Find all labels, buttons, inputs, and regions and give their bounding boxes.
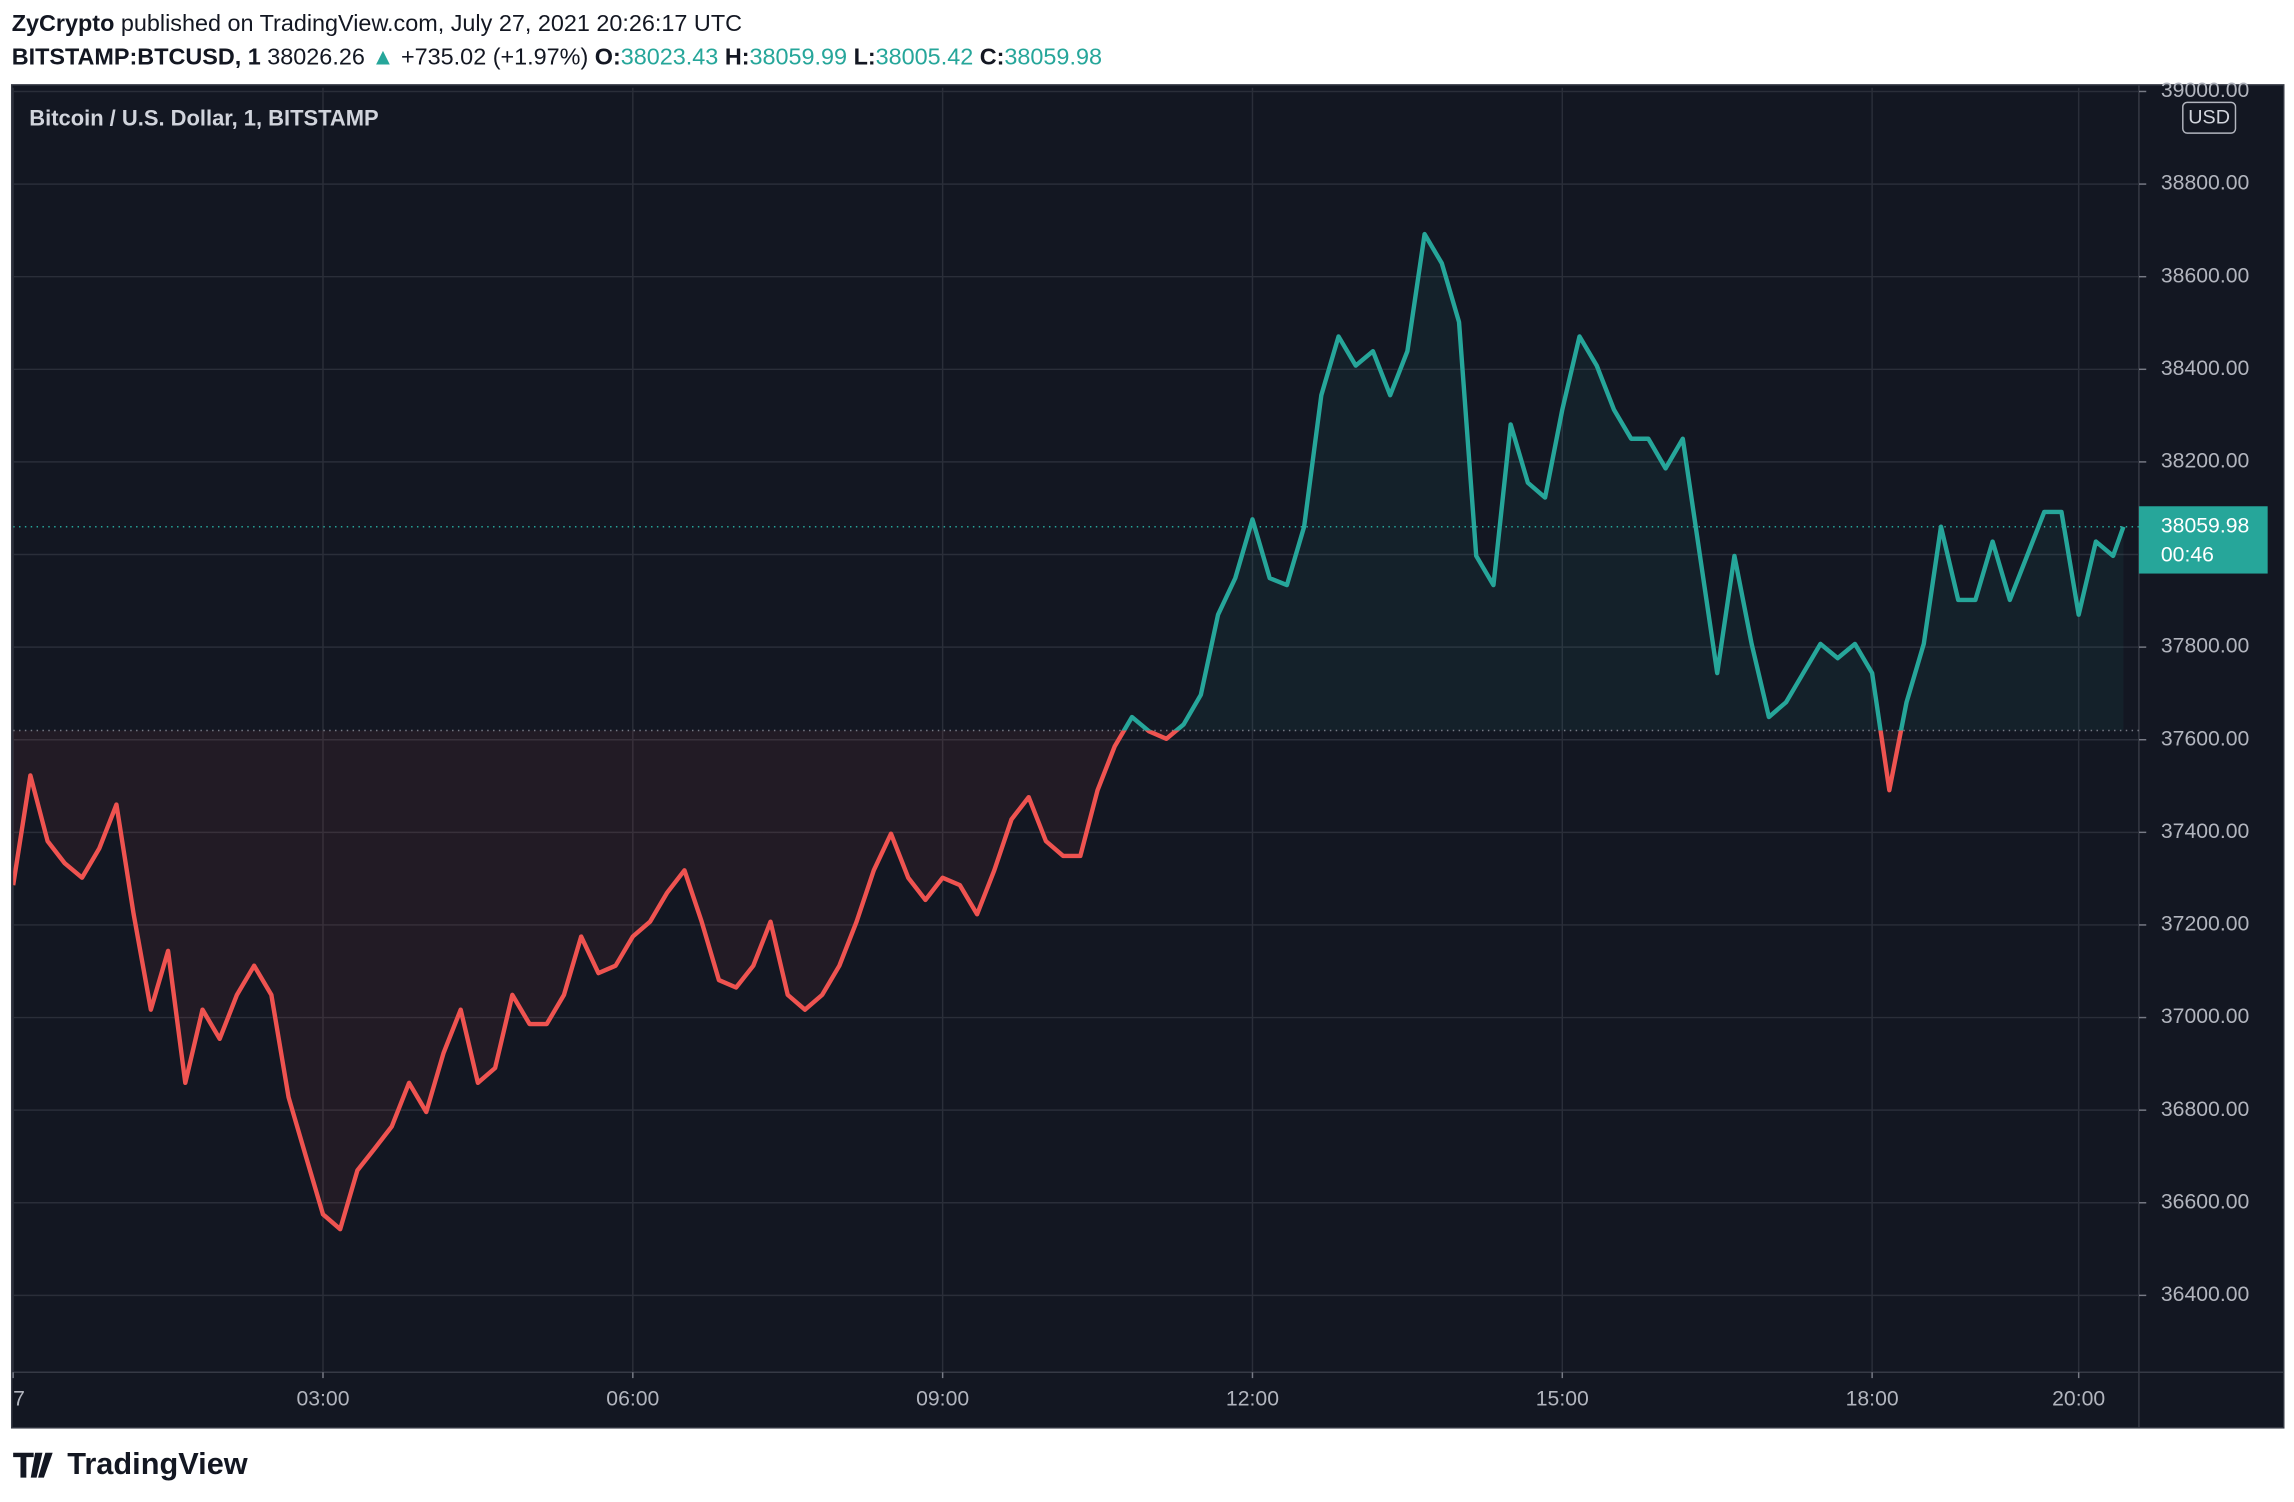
- header-line-2: BITSTAMP:BTCUSD, 1 38026.26 ▲ +735.02 (+…: [12, 44, 1102, 70]
- y-tick-label: 38600.00: [2161, 264, 2249, 287]
- y-tick-label: 36400.00: [2161, 1283, 2249, 1306]
- high: 38059.99: [750, 44, 848, 70]
- last-price-box: [2138, 506, 2268, 574]
- logo-icon: [13, 1452, 53, 1478]
- logo-text: TradingView: [67, 1446, 247, 1481]
- logo: TradingView: [13, 1446, 248, 1481]
- axes: 36400.00 36600.00 36800.00 37000.00 37200.00…: [1, 79, 2268, 1411]
- baseline-area: [13, 234, 2124, 1230]
- last-price-label: 38059.98: [2161, 514, 2249, 537]
- y-tick-label: 38800.00: [2161, 172, 2249, 195]
- currency: USD: [2188, 107, 2230, 129]
- x-tick-label: 20:00: [2052, 1388, 2105, 1411]
- y-tick-label: 38400.00: [2161, 357, 2249, 380]
- y-tick-label: 39000.00: [2161, 79, 2249, 102]
- close: 38059.98: [1004, 44, 1102, 70]
- x-tick-label: 15:00: [1536, 1388, 1589, 1411]
- symbol: BITSTAMP:BTCUSD, 1: [12, 44, 261, 70]
- y-tick-label: 37800.00: [2161, 635, 2249, 658]
- currency-box: [2182, 101, 2237, 134]
- x-tick-label: 06:00: [606, 1388, 659, 1411]
- open: 38023.43: [621, 44, 719, 70]
- y-tick-label: 37600.00: [2161, 727, 2249, 750]
- x-tick-label: 18:00: [1846, 1388, 1899, 1411]
- x-tick-label: 09:00: [916, 1388, 969, 1411]
- countdown: 00:46: [2161, 544, 2214, 567]
- header-line-1: ZyCrypto published on TradingView.com, J…: [12, 10, 742, 36]
- x-axis-labels: 27 03:00 06:00 09:00 12:00 15:00 18:00 20:00: [1, 1388, 2105, 1411]
- x-tick-label: 03:00: [296, 1388, 349, 1411]
- close-label: C:: [980, 44, 1005, 70]
- chart-title: Bitcoin / U.S. Dollar, 1, BITSTAMP: [29, 106, 378, 131]
- x-tick-label: 27: [1, 1388, 25, 1411]
- change: +735.02 (+1.97%): [401, 44, 588, 70]
- price-line: [13, 231, 2126, 1232]
- y-tick-label: 37400.00: [2161, 820, 2249, 843]
- high-label: H:: [725, 44, 750, 70]
- y-tick-label: 36800.00: [2161, 1098, 2249, 1121]
- published: published on TradingView.com, July 27, 2…: [121, 10, 742, 36]
- low-label: L:: [854, 44, 876, 70]
- y-tick-label: 37000.00: [2161, 1005, 2249, 1028]
- arrow: ▲: [371, 44, 394, 70]
- low: 38005.42: [876, 44, 974, 70]
- author: ZyCrypto: [12, 10, 115, 36]
- x-tick-label: 12:00: [1226, 1388, 1279, 1411]
- price: 38026.26: [267, 44, 365, 70]
- open-label: O:: [595, 44, 621, 70]
- y-tick-label: 36600.00: [2161, 1190, 2249, 1213]
- y-tick-label: 37200.00: [2161, 913, 2249, 936]
- series: [13, 231, 2139, 1232]
- y-tick-label: 38200.00: [2161, 450, 2249, 473]
